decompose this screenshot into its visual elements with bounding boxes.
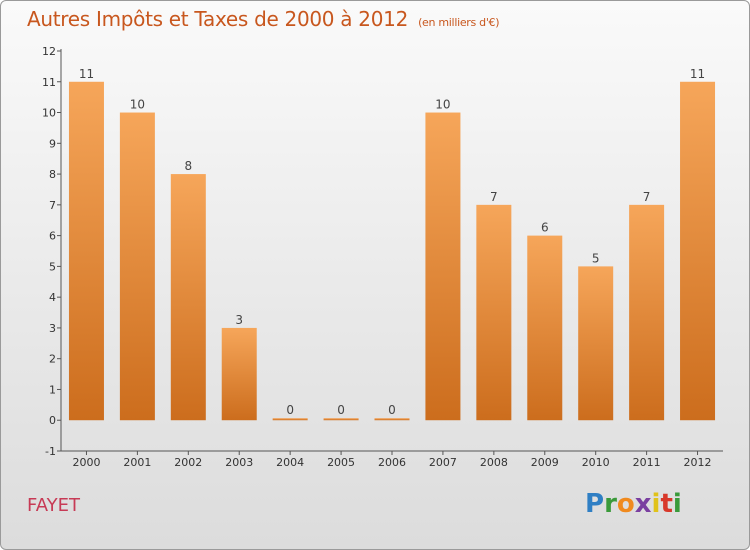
- data-label: 11: [690, 67, 705, 81]
- bar: [119, 112, 155, 421]
- bar: [170, 174, 206, 421]
- bar: [629, 204, 665, 421]
- y-tick-label: 5: [49, 260, 56, 273]
- y-tick-label: 1: [49, 383, 56, 396]
- data-label: 7: [643, 190, 651, 204]
- y-tick-label: 2: [49, 353, 56, 366]
- x-tick-label: 2000: [72, 456, 100, 469]
- x-tick-label: 2006: [378, 456, 406, 469]
- y-tick-label: -1: [45, 445, 56, 458]
- chart-subtitle: (en milliers d'€): [418, 16, 500, 29]
- place-name: FAYET: [27, 495, 80, 516]
- data-label: 6: [541, 221, 549, 235]
- data-label: 10: [435, 98, 450, 112]
- bar: [578, 266, 614, 421]
- data-label: 3: [235, 313, 243, 327]
- data-label: 11: [79, 67, 94, 81]
- x-tick-label: 2005: [327, 456, 355, 469]
- y-tick-label: 12: [42, 45, 56, 58]
- x-tick-label: 2007: [429, 456, 457, 469]
- x-tick-label: 2003: [225, 456, 253, 469]
- y-tick-label: 9: [49, 137, 56, 150]
- x-tick-label: 2011: [633, 456, 661, 469]
- bar: [527, 235, 563, 421]
- bar: [68, 81, 104, 421]
- y-tick-label: 10: [42, 107, 56, 120]
- proxiti-logo: Proxiti: [585, 489, 682, 519]
- bar: [680, 81, 716, 421]
- data-label: 0: [286, 403, 294, 417]
- x-tick-label: 2001: [123, 456, 151, 469]
- bar: [425, 112, 461, 421]
- data-label: 10: [130, 98, 145, 112]
- bar: [221, 327, 257, 421]
- x-tick-label: 2004: [276, 456, 304, 469]
- x-tick-label: 2010: [582, 456, 610, 469]
- bar: [323, 418, 359, 421]
- y-tick-label: 0: [49, 414, 56, 427]
- chart-title-text: Autres Impôts et Taxes de 2000 à 2012: [27, 7, 408, 31]
- data-label: 0: [388, 403, 396, 417]
- data-label: 8: [184, 159, 192, 173]
- bar: [374, 418, 410, 421]
- chart-title: Autres Impôts et Taxes de 2000 à 2012 (e…: [27, 7, 500, 31]
- y-tick-label: 11: [42, 76, 56, 89]
- y-tick-label: 7: [49, 199, 56, 212]
- x-tick-label: 2012: [684, 456, 712, 469]
- x-tick-label: 2002: [174, 456, 202, 469]
- y-tick-label: 4: [49, 291, 56, 304]
- y-tick-label: 6: [49, 230, 56, 243]
- data-label: 5: [592, 251, 600, 265]
- y-tick-label: 3: [49, 322, 56, 335]
- data-label: 7: [490, 190, 498, 204]
- bar: [476, 204, 512, 421]
- x-tick-label: 2009: [531, 456, 559, 469]
- bar: [272, 418, 308, 421]
- y-tick-label: 8: [49, 168, 56, 181]
- data-label: 0: [337, 403, 345, 417]
- x-tick-label: 2008: [480, 456, 508, 469]
